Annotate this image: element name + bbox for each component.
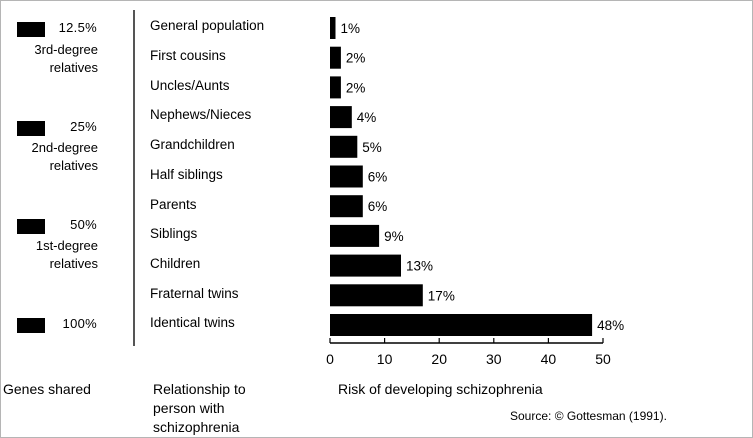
column-divider <box>133 10 135 346</box>
x-tick-label: 10 <box>377 351 393 367</box>
bar <box>330 284 423 307</box>
genes-swatch <box>17 318 45 333</box>
x-tick-label: 0 <box>326 351 334 367</box>
genes-relatives-label: relatives <box>49 60 98 75</box>
x-tick-label: 20 <box>431 351 447 367</box>
genes-shared-heading: Genes shared <box>3 381 91 397</box>
genes-row: 100% <box>0 316 120 334</box>
bar-value-label: 9% <box>384 229 404 244</box>
bar <box>330 254 401 277</box>
bar-value-label: 2% <box>346 80 366 95</box>
genes-pct: 12.5% <box>58 20 97 35</box>
bar-value-label: 5% <box>362 140 382 155</box>
genes-pct: 25% <box>70 119 97 134</box>
bar <box>330 135 358 158</box>
genes-relatives-label: relatives <box>49 256 98 271</box>
genes-swatch <box>17 121 45 136</box>
bar-value-label: 6% <box>368 170 388 185</box>
genes-swatch <box>17 22 45 37</box>
bar <box>330 165 363 188</box>
bar <box>330 46 341 69</box>
relationship-label-identical-twins: Identical twins <box>150 315 235 330</box>
genes-pct: 100% <box>62 316 97 331</box>
relationship-label-fraternal-twins: Fraternal twins <box>150 286 239 301</box>
bar <box>330 224 380 247</box>
x-tick-label: 30 <box>486 351 502 367</box>
bar-value-label: 17% <box>428 288 455 303</box>
genes-degree-label: 3rd-degree <box>34 42 98 57</box>
relationship-label-parents: Parents <box>150 197 197 212</box>
genes-row: 50% <box>0 217 120 235</box>
bar-value-label: 13% <box>406 259 433 274</box>
relationship-label-children: Children <box>150 256 201 271</box>
source-citation: Source: © Gottesman (1991). <box>510 409 667 423</box>
bar-value-label: 1% <box>341 21 361 36</box>
genes-pct: 50% <box>70 217 97 232</box>
relationship-label-general-population: General population <box>150 18 265 33</box>
x-axis-title: Risk of developing schizophrenia <box>338 381 543 397</box>
bar <box>330 76 341 99</box>
relationship-label-first-cousins: First cousins <box>150 48 226 63</box>
relationship-heading-line-2: person with <box>153 400 225 416</box>
bar-value-label: 48% <box>597 318 624 333</box>
genes-row: 12.5% <box>0 20 120 38</box>
bar <box>330 17 336 39</box>
relationship-label-siblings: Siblings <box>150 226 198 241</box>
genes-degree-label: 2nd-degree <box>31 140 99 155</box>
x-tick-label: 40 <box>541 351 557 367</box>
relationship-heading-line-1: Relationship to <box>153 381 246 397</box>
bar <box>330 314 593 336</box>
relationship-heading-line-3: schizophrenia <box>153 419 240 435</box>
bar-value-label: 2% <box>346 51 366 66</box>
genes-row: 25% <box>0 119 120 137</box>
relationship-label-grandchildren: Grandchildren <box>150 137 235 152</box>
bar-value-label: 6% <box>368 199 388 214</box>
genes-relatives-label: relatives <box>49 158 98 173</box>
x-tick-label: 50 <box>595 351 611 367</box>
bar <box>330 106 352 129</box>
relationship-label-uncles-aunts: Uncles/Aunts <box>150 78 230 93</box>
relationship-label-half-siblings: Half siblings <box>150 167 223 182</box>
genes-swatch <box>17 219 45 234</box>
genes-degree-label: 1st-degree <box>35 238 98 253</box>
bar-value-label: 4% <box>357 110 377 125</box>
bar <box>330 195 363 218</box>
relationship-label-nephews-nieces: Nephews/Nieces <box>150 107 252 122</box>
